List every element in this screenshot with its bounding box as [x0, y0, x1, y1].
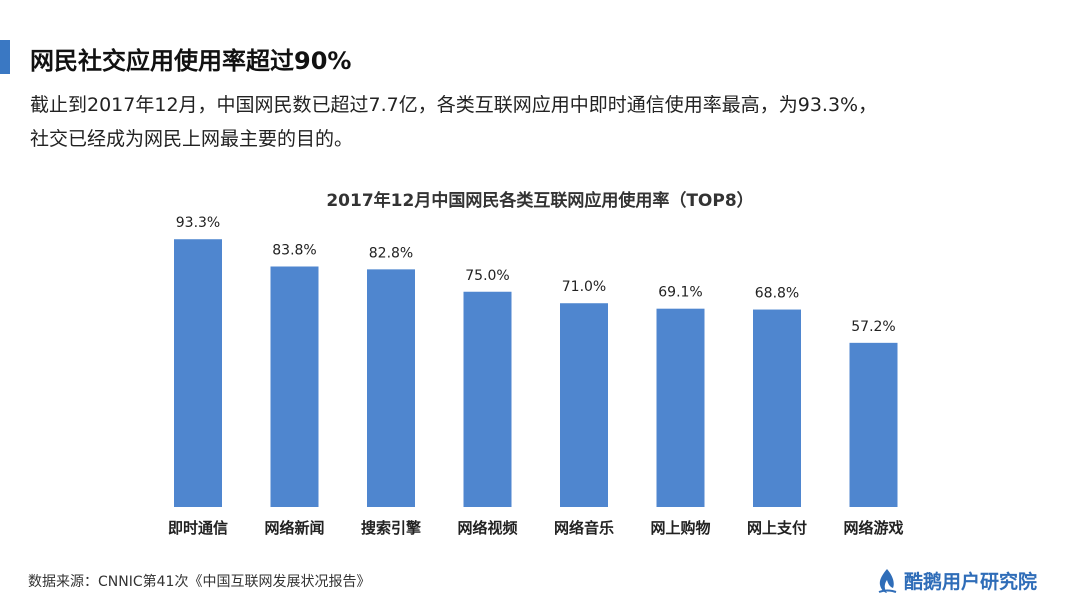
value-label-3: 82.8% [369, 245, 413, 261]
category-label-1: 即时通信 [168, 519, 228, 537]
bar-5 [560, 303, 608, 507]
value-label-2: 83.8% [272, 242, 316, 258]
category-label-5: 网络音乐 [554, 519, 614, 537]
category-label-6: 网上购物 [650, 519, 710, 537]
value-label-6: 69.1% [658, 285, 702, 301]
value-label-8: 57.2% [851, 319, 895, 335]
value-label-5: 71.0% [562, 279, 606, 295]
intro-text: 截止到2017年12月，中国网民数已超过7.7亿，各类互联网应用中即时通信使用率… [30, 88, 1060, 156]
bar-1 [174, 239, 222, 507]
title-accent-bar [0, 40, 10, 74]
category-label-7: 网上支付 [747, 519, 807, 537]
source-note: 数据来源：CNNIC第41次《中国互联网发展状况报告》 [28, 574, 371, 590]
category-label-2: 网络新闻 [264, 519, 324, 537]
slide-title: 网民社交应用使用率超过90% [30, 47, 352, 75]
brand-logo: 酷鹅用户研究院 [876, 567, 1037, 594]
bar-7 [753, 309, 801, 507]
intro-line-1: 截止到2017年12月，中国网民数已超过7.7亿，各类互联网应用中即时通信使用率… [30, 94, 878, 116]
chart-title: 2017年12月中国网民各类互联网应用使用率（TOP8） [326, 191, 754, 211]
category-label-3: 搜索引擎 [361, 519, 421, 537]
intro-line-2: 社交已经成为网民上网最主要的目的。 [30, 128, 354, 150]
bar-2 [270, 266, 319, 507]
value-label-7: 68.8% [755, 286, 799, 302]
bar-8 [849, 342, 898, 507]
brand-name: 酷鹅用户研究院 [904, 571, 1038, 593]
bar-3 [367, 269, 415, 507]
category-label-4: 网络视频 [457, 519, 517, 537]
value-label-4: 75.0% [465, 268, 509, 284]
bar-4 [463, 291, 512, 507]
penguin-flame-icon [878, 568, 897, 593]
value-label-1: 93.3% [176, 215, 220, 231]
category-label-8: 网络游戏 [843, 519, 903, 537]
bar-6 [656, 308, 705, 507]
